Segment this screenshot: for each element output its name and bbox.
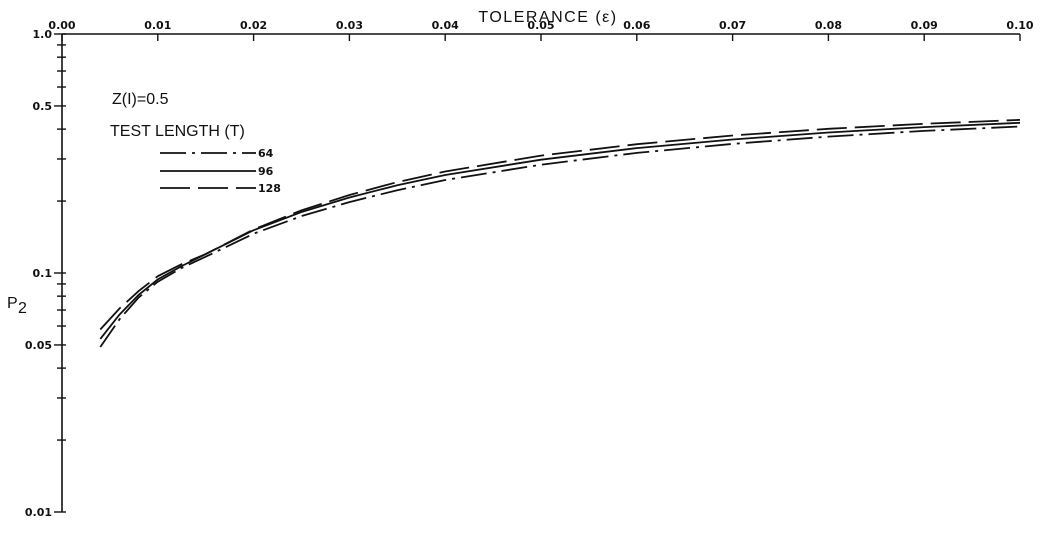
- legend: 64 96 128: [160, 147, 281, 195]
- x-tick-label: 0.04: [432, 19, 459, 32]
- x-axis-ticks: 0.00 0.01 0.02 0.03 0.04 0.05 0.06 0.07 0.08 0.09…: [48, 19, 1034, 41]
- y-tick-label: 1.0: [33, 28, 53, 41]
- x-tick-label: 0.03: [336, 19, 363, 32]
- series-line-64: [99, 125, 1021, 348]
- x-tick-label: 0.05: [527, 19, 554, 32]
- axes: [61, 33, 1020, 512]
- svg-text:2: 2: [18, 300, 27, 317]
- y-tick-label: 0.05: [25, 339, 52, 352]
- legend-label-128: 128: [258, 182, 281, 195]
- annotation-zi: Z(I)=0.5: [112, 91, 169, 108]
- series-line-96: [99, 121, 1021, 340]
- x-tick-label: 0.02: [240, 19, 267, 32]
- annotation-test-length: TEST LENGTH (T): [110, 123, 245, 140]
- x-axis-title: TOLERANCE (ε): [478, 9, 617, 26]
- y-tick-label: 0.01: [25, 506, 52, 519]
- y-axis-ticks: 1.0 0.5 0.1 0.05 0.01: [25, 28, 66, 519]
- x-tick-label: 0.00: [48, 19, 75, 32]
- x-tick-label: 0.01: [144, 19, 171, 32]
- y-tick-label: 0.5: [33, 100, 53, 113]
- x-tick-label: 0.07: [719, 19, 746, 32]
- series-line-128: [99, 119, 1021, 331]
- y-axis-title: P 2: [7, 295, 27, 317]
- x-tick-label: 0.09: [911, 19, 938, 32]
- x-tick-label: 0.08: [815, 19, 842, 32]
- x-tick-label: 0.10: [1006, 19, 1033, 32]
- svg-text:P: P: [7, 295, 18, 312]
- x-tick-label: 0.06: [623, 19, 650, 32]
- legend-label-96: 96: [258, 165, 274, 178]
- curves: [99, 119, 1021, 348]
- y-tick-label: 0.1: [33, 267, 53, 280]
- legend-label-64: 64: [258, 147, 274, 160]
